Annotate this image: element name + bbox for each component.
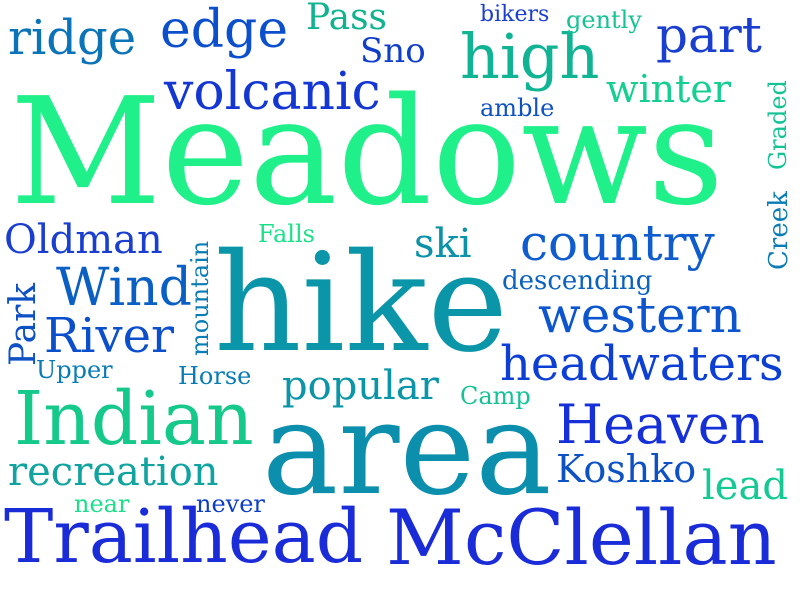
word-pass: Pass: [306, 0, 388, 38]
word-upper: Upper: [36, 356, 113, 384]
word-indian: Indian: [14, 376, 254, 462]
word-trailhead: Trailhead: [4, 494, 364, 580]
word-park: Park: [3, 282, 44, 366]
word-high: high: [460, 20, 600, 93]
word-amble: amble: [480, 94, 555, 122]
word-area: area: [262, 375, 552, 524]
word-near: near: [74, 490, 130, 518]
word-descending: descending: [502, 266, 653, 296]
word-never: never: [196, 490, 265, 518]
word-river: River: [44, 308, 174, 364]
word-mountain: mountain: [186, 240, 214, 356]
word-ridge: ridge: [8, 10, 137, 66]
word-horse: Horse: [178, 362, 252, 390]
word-graded: Graded: [764, 80, 792, 170]
word-winter: winter: [606, 67, 732, 111]
word-volcanic: volcanic: [164, 62, 381, 122]
word-hike: hike: [214, 225, 508, 383]
word-ski: ski: [414, 221, 472, 267]
word-gently: gently: [566, 6, 642, 34]
word-heaven: Heaven: [556, 393, 765, 456]
word-part: part: [656, 6, 762, 64]
word-lead: lead: [702, 463, 788, 509]
word-koshko: Koshko: [556, 447, 697, 491]
word-mcclellan: McClellan: [386, 493, 777, 582]
word-meadows: Meadows: [10, 66, 724, 238]
word-western: western: [538, 286, 742, 344]
word-wind: Wind: [56, 258, 192, 318]
word-recreation: recreation: [8, 449, 219, 495]
word-sno: Sno: [360, 31, 426, 71]
word-falls: Falls: [258, 220, 315, 248]
word-country: country: [520, 214, 715, 272]
word-camp: Camp: [460, 382, 531, 410]
word-bikers: bikers: [480, 2, 550, 27]
word-popular: popular: [282, 363, 439, 409]
word-oldman: Oldman: [4, 217, 163, 263]
word-creek: Creek: [764, 191, 794, 270]
word-edge: edge: [160, 0, 289, 60]
word-headwaters: headwaters: [500, 336, 784, 392]
